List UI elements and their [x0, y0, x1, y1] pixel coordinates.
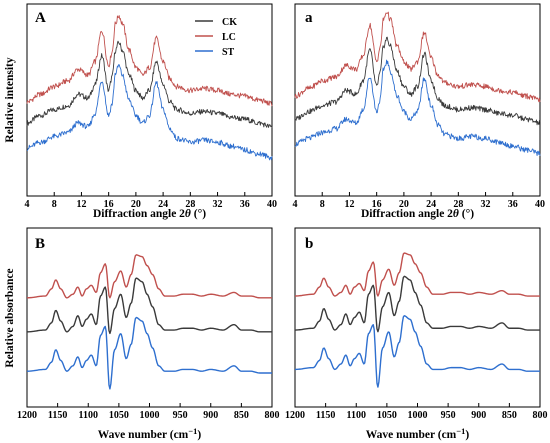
x-tick-label: 850: [234, 410, 249, 421]
x-tick-label: 12: [76, 199, 86, 210]
series-layer-a: [294, 11, 541, 157]
ticks-layer-a: 4 8 12 16 20 24 28 32 36 40: [293, 192, 545, 210]
series-line-ST: [26, 64, 273, 161]
x-tick-label: 800: [533, 410, 548, 421]
series-line-ST: [26, 316, 272, 390]
x-tick-label: 850: [502, 410, 517, 421]
x-tick-label: 900: [203, 410, 218, 421]
x-tick-label: 1200: [17, 410, 37, 421]
y-axis-title-B: Relative absorbance: [4, 268, 16, 367]
ticks-layer-b: 1200 1150 1100 1050 1000 950 900 850 800: [285, 403, 548, 421]
series-layer-b: [294, 252, 540, 388]
x-tick-label: 32: [481, 199, 491, 210]
x-tick-label: 1100: [347, 410, 366, 421]
y-axis-title-A: Relative intensity: [4, 57, 16, 143]
ticks-layer-A: 4 8 12 16 20 24 28 32 36 40: [25, 192, 277, 210]
x-axis-title-a: Diffraction angle 2θ (°): [361, 208, 474, 220]
panel-label-b: b: [305, 236, 313, 252]
panel-b: 1200 1150 1100 1050 1000 950 900 850 800 b Wave …: [285, 227, 548, 441]
x-tick-label: 1200: [285, 410, 305, 421]
x-tick-label: 1050: [377, 410, 397, 421]
x-tick-label: 1150: [48, 410, 67, 421]
x-tick-label: 16: [104, 199, 114, 210]
series-line-ST: [294, 59, 541, 157]
legend-text-ST: ST: [222, 47, 235, 58]
series-line-LC: [294, 11, 541, 103]
series-line-LC: [26, 15, 273, 107]
plot-frame-A: [26, 3, 273, 197]
x-tick-label: 20: [131, 199, 141, 210]
x-tick-label: 950: [173, 410, 188, 421]
series-line-LC: [26, 254, 272, 299]
series-line-CK: [26, 277, 272, 335]
x-tick-label: 1150: [316, 410, 335, 421]
panel-a: 4 8 12 16 20 24 28 32 36 40 a Diffraction angle 2…: [293, 3, 545, 220]
x-tick-label: 800: [265, 410, 280, 421]
x-tick-label: 950: [441, 410, 456, 421]
x-tick-label: 36: [508, 199, 518, 210]
x-tick-label: 32: [213, 199, 223, 210]
series-line-CK: [294, 36, 541, 126]
panel-label-a: a: [305, 10, 313, 26]
ticks-layer-B: 1200 1150 1100 1050 1000 950 900 850 800: [17, 403, 280, 421]
series-line-CK: [294, 275, 540, 333]
x-tick-label: 4: [25, 199, 30, 210]
x-tick-label: 40: [267, 199, 277, 210]
x-axis-title-b: Wave number (cm−1): [366, 426, 470, 441]
x-tick-label: 20: [399, 199, 409, 210]
panel-label-B: B: [35, 236, 45, 252]
x-tick-label: 36: [240, 199, 250, 210]
panel-B: 1200 1150 1100 1050 1000 950 900 850 800 B Wave …: [4, 227, 280, 441]
x-tick-label: 28: [185, 199, 195, 210]
x-tick-label: 4: [293, 199, 298, 210]
x-tick-label: 12: [344, 199, 354, 210]
series-layer-A: [26, 15, 273, 161]
legend-text-CK: CK: [222, 17, 237, 28]
x-tick-label: 8: [320, 199, 325, 210]
x-axis-title-A: Diffraction angle 2θ (°): [93, 208, 206, 220]
legend-text-LC: LC: [222, 32, 236, 43]
x-tick-label: 24: [426, 199, 436, 210]
x-tick-label: 1000: [140, 410, 160, 421]
x-axis-title-B: Wave number (cm−1): [98, 426, 202, 441]
series-line-CK: [26, 40, 273, 128]
plot-frame-b: [294, 227, 541, 408]
x-tick-label: 40: [535, 199, 545, 210]
series-line-LC: [294, 252, 540, 297]
x-tick-label: 1100: [79, 410, 98, 421]
series-layer-B: [26, 254, 272, 390]
x-tick-label: 28: [453, 199, 463, 210]
panel-A: 4 8 12 16 20 24 28 32 36 40 A Diffraction angle 2…: [4, 3, 277, 220]
plot-frame-B: [26, 227, 273, 408]
x-tick-label: 24: [158, 199, 168, 210]
x-tick-label: 900: [471, 410, 486, 421]
x-tick-label: 1050: [109, 410, 129, 421]
series-line-ST: [294, 315, 540, 388]
panel-label-A: A: [35, 10, 46, 26]
x-tick-label: 16: [372, 199, 382, 210]
x-tick-label: 1000: [408, 410, 428, 421]
x-tick-label: 8: [52, 199, 57, 210]
legend: CK LC ST: [195, 17, 237, 58]
